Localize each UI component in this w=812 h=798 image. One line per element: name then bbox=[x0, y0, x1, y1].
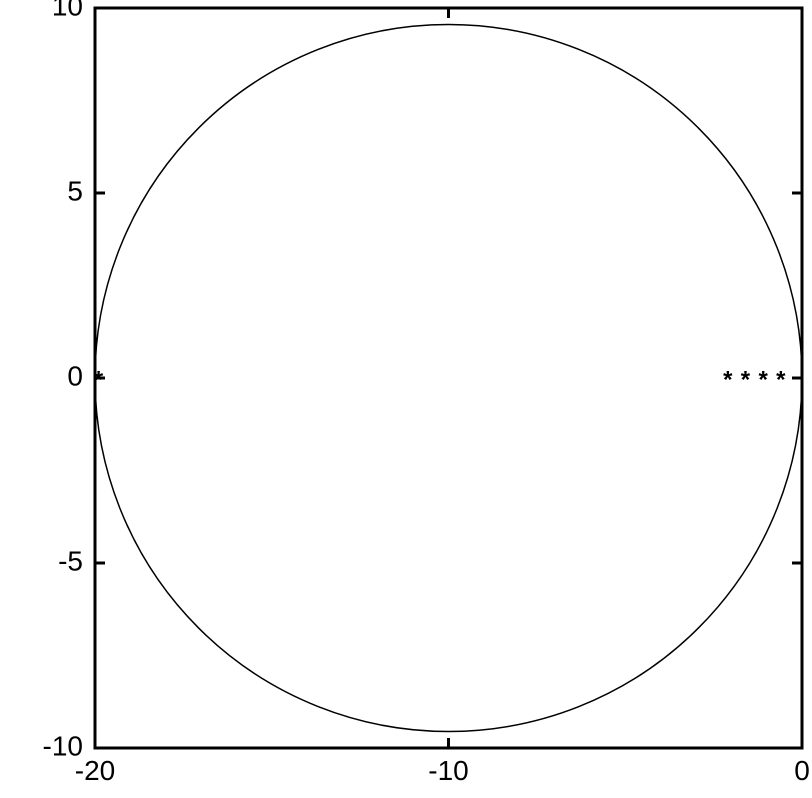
data-marker: * bbox=[776, 366, 786, 393]
x-tick-label: 0 bbox=[794, 755, 810, 786]
y-tick-label: -5 bbox=[58, 545, 83, 576]
plot-border bbox=[95, 8, 802, 748]
data-marker: * bbox=[94, 366, 104, 393]
y-tick-label: 5 bbox=[67, 175, 83, 206]
x-tick-label: -10 bbox=[428, 755, 468, 786]
data-marker: * bbox=[758, 366, 768, 393]
chart-svg: -20-100-10-50510***** bbox=[0, 0, 812, 798]
data-marker: * bbox=[723, 366, 733, 393]
data-marker: * bbox=[741, 366, 751, 393]
chart-container: -20-100-10-50510***** bbox=[0, 0, 812, 798]
y-tick-label: 0 bbox=[67, 360, 83, 391]
y-tick-label: -10 bbox=[43, 730, 83, 761]
y-tick-label: 10 bbox=[52, 0, 83, 21]
unit-circle bbox=[95, 25, 802, 732]
